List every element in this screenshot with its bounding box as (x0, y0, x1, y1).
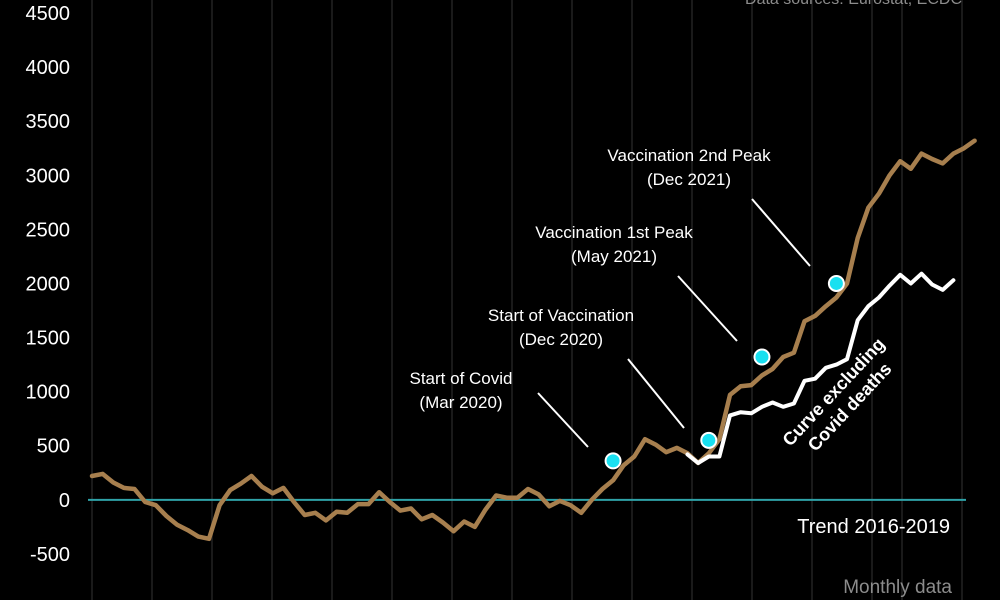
y-tick-label: -500 (30, 544, 70, 566)
annotation-labels: Start of Covid (Mar 2020) Start of Vaccina… (410, 146, 772, 412)
annotation-leader (751, 198, 811, 267)
annotation-leader-lines (537, 198, 811, 448)
y-tick-label: 3000 (26, 165, 71, 187)
y-tick-label: 2500 (26, 219, 71, 241)
annotation-label: Start of Covid (410, 369, 513, 388)
y-tick-label: 2000 (26, 273, 71, 295)
y-tick-label: -1000 (19, 598, 70, 600)
y-tick-label: 4500 (26, 3, 71, 25)
y-tick-label: 4000 (26, 57, 71, 79)
series-line-total (89, 138, 977, 542)
event-marker (827, 274, 845, 292)
event-marker (700, 431, 718, 449)
event-marker (753, 348, 771, 366)
y-tick-label: 0 (59, 490, 70, 512)
data-source-note: Data sources: Eurostat, ECDC (745, 0, 962, 8)
baseline-label: Trend 2016-2019 (797, 516, 950, 538)
frequency-note: Monthly data (843, 577, 952, 598)
y-tick-label: 500 (37, 436, 70, 458)
annotation-leader (537, 392, 589, 448)
series-lines (89, 138, 977, 542)
annotation-label: (Dec 2021) (647, 170, 731, 189)
y-tick-label: 1500 (26, 328, 71, 350)
annotation-label: Vaccination 2nd Peak (607, 146, 771, 165)
annotation-leader (627, 358, 685, 429)
y-axis: -1000 -500 0 500 1000 1500 2000 2500 3000 3500 400… (19, 3, 70, 600)
series-line-excluding-covid (685, 271, 956, 465)
annotation-label: Start of Vaccination (488, 306, 634, 325)
annotation-label: (Dec 2020) (519, 330, 603, 349)
annotation-label: (May 2021) (571, 247, 657, 266)
event-marker (604, 452, 622, 470)
y-tick-label: 1000 (26, 382, 71, 404)
annotation-label: (Mar 2020) (419, 393, 502, 412)
event-markers (604, 274, 845, 470)
annotation-label: Vaccination 1st Peak (535, 223, 693, 242)
annotation-leader (677, 275, 738, 342)
y-tick-label: 3500 (26, 111, 71, 133)
